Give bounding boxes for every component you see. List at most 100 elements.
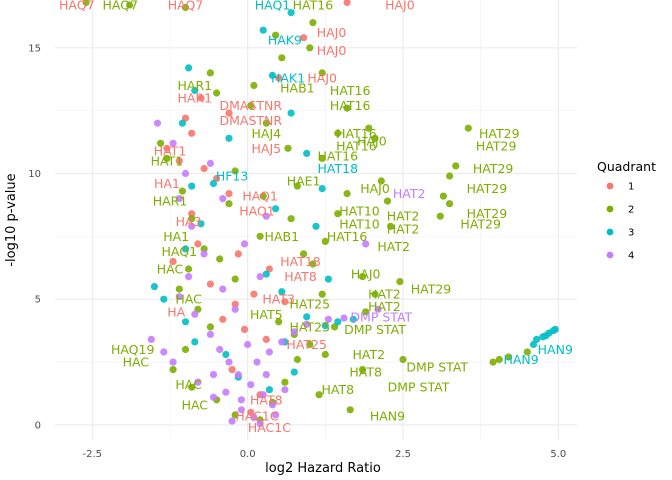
point-label: HAT8 [322, 382, 355, 397]
data-point-q4 [374, 305, 382, 313]
data-point-q1 [163, 144, 171, 152]
data-point-q4 [175, 195, 183, 203]
point-label: HAB1 [265, 229, 299, 244]
point-label: HAN9 [503, 352, 538, 367]
data-point-q1 [169, 257, 177, 266]
data-point-q2 [523, 348, 531, 356]
data-point-q4 [225, 358, 233, 366]
data-point-q2 [231, 275, 239, 283]
data-point-q3 [324, 275, 332, 283]
point-label: HAR1 [153, 194, 188, 209]
data-point-q2 [206, 323, 214, 331]
point-label: HAJ0 [351, 267, 381, 282]
point-label: HAJ0 [317, 43, 347, 58]
data-point-q3 [303, 149, 311, 157]
data-point-q3 [259, 26, 267, 34]
y-axis-ticks: 0 5 10 15 [28, 43, 41, 431]
data-point-q4 [188, 222, 196, 230]
data-point-q2 [272, 31, 280, 39]
data-point-q2 [464, 124, 472, 132]
data-point-q2 [188, 383, 196, 391]
data-point-q2 [359, 366, 367, 374]
data-point-q2 [346, 406, 354, 414]
data-point-q1 [194, 240, 202, 248]
data-point-q2 [259, 192, 267, 200]
point-label: HAT16 [330, 83, 371, 98]
data-point-q2 [275, 318, 283, 326]
data-point-q4 [169, 358, 177, 366]
data-point-q2 [169, 366, 177, 374]
data-point-q3 [191, 86, 199, 95]
point-label: HAJ0 [385, 0, 415, 13]
point-label: HAT16 [336, 138, 377, 153]
data-point-q2 [309, 19, 317, 27]
data-point-q1 [206, 280, 214, 288]
data-point-q2 [383, 197, 392, 205]
data-point-q1 [225, 190, 233, 198]
data-point-q2 [157, 139, 165, 147]
data-point-q2 [439, 192, 447, 200]
data-point-q3 [191, 338, 199, 346]
data-point-q1 [281, 298, 289, 306]
data-point-q2 [278, 54, 286, 62]
point-label: HAT2 [387, 221, 420, 236]
point-label: DMASTNR [220, 113, 283, 128]
point-label: DMP STAT [350, 309, 412, 324]
data-point-q4 [253, 358, 261, 366]
point-label: HAB1 [280, 81, 314, 96]
legend: Quadrant 1 2 3 4 [597, 159, 656, 262]
data-point-q3 [178, 119, 186, 127]
data-point-q2 [231, 167, 239, 175]
data-point-q3 [334, 318, 342, 326]
legend-key-4 [606, 251, 614, 259]
point-label: HAT16 [336, 126, 377, 141]
point-label: HAN9 [538, 342, 573, 357]
data-point-q4 [247, 381, 255, 389]
data-point-q4 [237, 406, 245, 414]
point-label: HAC [157, 262, 184, 277]
point-label: HAT2 [368, 287, 401, 302]
data-point-q4 [216, 345, 224, 354]
data-point-q4 [281, 386, 289, 394]
data-point-q4 [209, 371, 218, 379]
data-point-q1 [188, 210, 196, 218]
data-point-q2 [362, 308, 370, 316]
point-label: HAT25 [290, 319, 331, 334]
point-label: HAT10 [339, 204, 380, 219]
legend-key-3 [606, 228, 614, 236]
data-point-q1 [343, 0, 351, 7]
data-point-q1 [240, 325, 249, 333]
data-point-q2 [293, 355, 301, 364]
data-point-q2 [82, 0, 90, 7]
point-label: HAR1 [178, 91, 213, 106]
point-label: HAT18 [318, 161, 359, 176]
x-axis-title: log2 Hazard Ratio [265, 461, 381, 476]
point-label: HAJ4 [252, 126, 282, 141]
data-point-q4 [194, 378, 202, 386]
point-label: HAJ0 [307, 70, 337, 85]
data-point-q2 [371, 134, 379, 142]
legend-label-1: 1 [628, 182, 634, 193]
data-point-q4 [268, 401, 277, 409]
data-point-q3 [303, 313, 311, 321]
data-point-q4 [147, 335, 155, 343]
data-point-q3 [287, 109, 295, 117]
legend-title: Quadrant [597, 159, 656, 174]
data-point-q1 [175, 157, 183, 165]
point-label: HAT2 [368, 299, 401, 314]
y-tick-label: 15 [28, 43, 41, 54]
x-tick-label: 2.5 [395, 449, 411, 460]
data-point-q3 [262, 270, 270, 278]
data-point-q4 [200, 250, 208, 258]
x-axis-ticks: -2.5 0.0 2.5 5.0 [83, 449, 567, 460]
data-point-q3 [278, 288, 286, 296]
data-point-q4 [181, 169, 190, 178]
point-label: HAT29 [411, 282, 452, 297]
data-point-q4 [272, 411, 280, 419]
data-point-q4 [340, 314, 348, 322]
point-label: HAQ7 [59, 0, 95, 13]
point-label: DMASTNR [220, 98, 283, 113]
data-point-q2 [387, 222, 395, 230]
legend-label-4: 4 [628, 251, 634, 262]
